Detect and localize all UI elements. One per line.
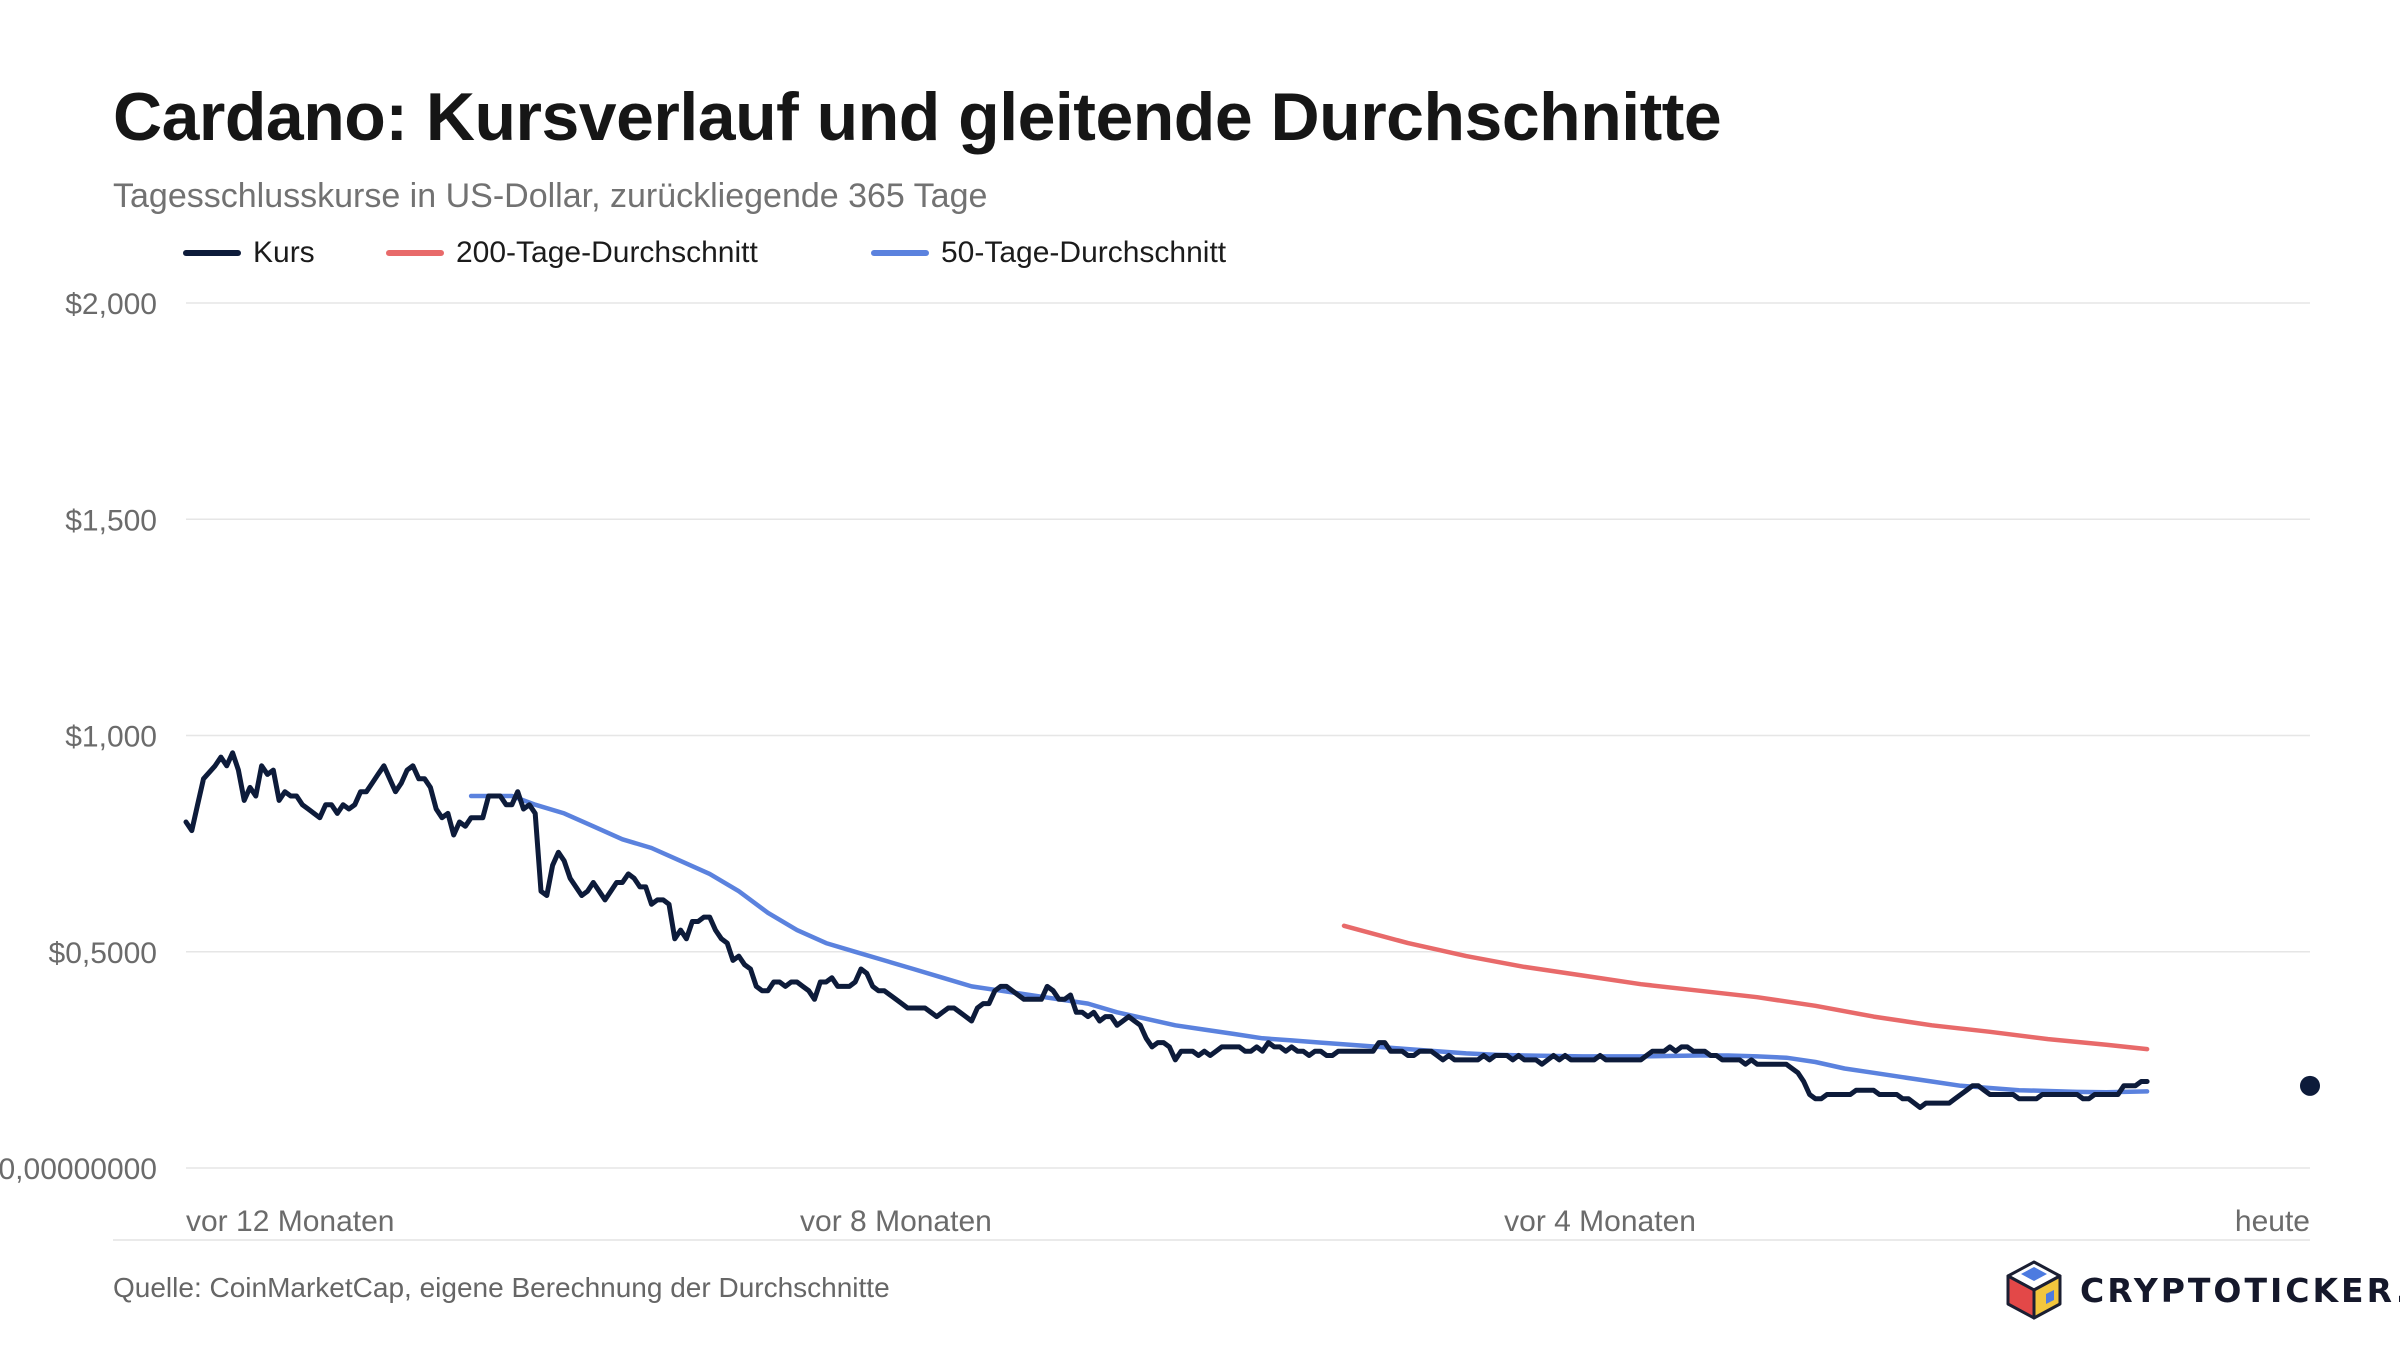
legend-item-50-tage: 50-Tage-Durchschnitt (871, 236, 1226, 270)
y-tick-label: $1,500 (65, 504, 157, 537)
x-tick-label: vor 8 Monaten (800, 1205, 992, 1238)
x-tick-label: vor 4 Monaten (1504, 1205, 1696, 1238)
x-tick-label: vor 12 Monaten (186, 1205, 394, 1238)
brand-name: CRYPTOTICKER.IO (2080, 1270, 2400, 1310)
source-note: Quelle: CoinMarketCap, eigene Berechnung… (113, 1272, 890, 1303)
legend-swatch-50-tage (871, 250, 929, 256)
cube-logo-icon (2006, 1260, 2062, 1320)
y-tick-label: $1,000 (65, 721, 157, 754)
y-tick-label: $2,000 (65, 288, 157, 321)
legend-label-50-tage: 50-Tage-Durchschnitt (941, 236, 1227, 269)
x-tick-label: heute (2235, 1205, 2310, 1238)
y-tick-label: $0,5000 (49, 937, 157, 970)
y-tick-label: 0,00000000 (0, 1153, 157, 1186)
chart-title: Cardano: Kursverlauf und gleitende Durch… (113, 79, 1722, 155)
chart-subtitle: Tagesschlusskurse in US-Dollar, zurückli… (113, 177, 988, 215)
series-line-kurs (183, 750, 2150, 1110)
brand: CRYPTOTICKER.IO (2002, 1258, 2400, 1322)
series-line-ma50 (468, 793, 2150, 1095)
series-line-ma200 (1341, 923, 2150, 1052)
legend-label-kurs: Kurs (253, 236, 315, 269)
legend-item-kurs: Kurs (183, 236, 315, 270)
current-price-marker (2300, 1075, 2320, 1096)
legend-swatch-200-tage (386, 250, 444, 256)
legend-label-200-tage: 200-Tage-Durchschnitt (456, 236, 758, 269)
legend-item-200-tage: 200-Tage-Durchschnitt (386, 236, 758, 270)
legend-swatch-kurs (183, 250, 241, 256)
